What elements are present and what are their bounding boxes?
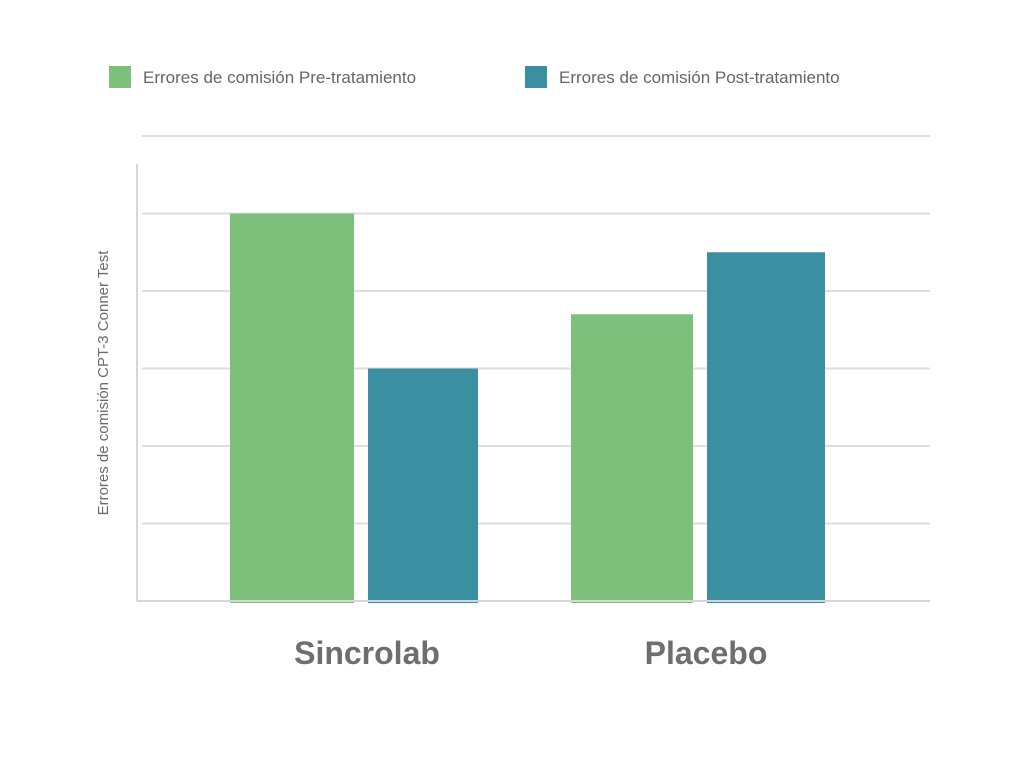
legend-item-post: Errores de comisión Post-tratamiento — [525, 66, 840, 88]
legend: Errores de comisión Pre-tratamiento Error… — [109, 66, 840, 88]
legend-label: Errores de comisión Post-tratamiento — [559, 68, 840, 87]
x-tick-labels: Sincrolab Placebo — [294, 635, 767, 671]
x-tick-label-sincrolab: Sincrolab — [294, 635, 440, 671]
legend-item-pre: Errores de comisión Pre-tratamiento — [109, 66, 416, 88]
x-tick-label-placebo: Placebo — [645, 635, 768, 671]
bar-placebo-pre — [571, 314, 693, 603]
legend-swatch — [109, 66, 131, 88]
bar-sincrolab-post — [368, 368, 478, 603]
axes — [136, 164, 930, 602]
legend-swatch — [525, 66, 547, 88]
y-axis-label: Errores de comisión CPT-3 Conner Test — [95, 250, 112, 516]
bars — [230, 213, 825, 603]
bar-sincrolab-pre — [230, 213, 354, 603]
legend-label: Errores de comisión Pre-tratamiento — [143, 68, 416, 87]
bar-placebo-post — [707, 252, 825, 603]
